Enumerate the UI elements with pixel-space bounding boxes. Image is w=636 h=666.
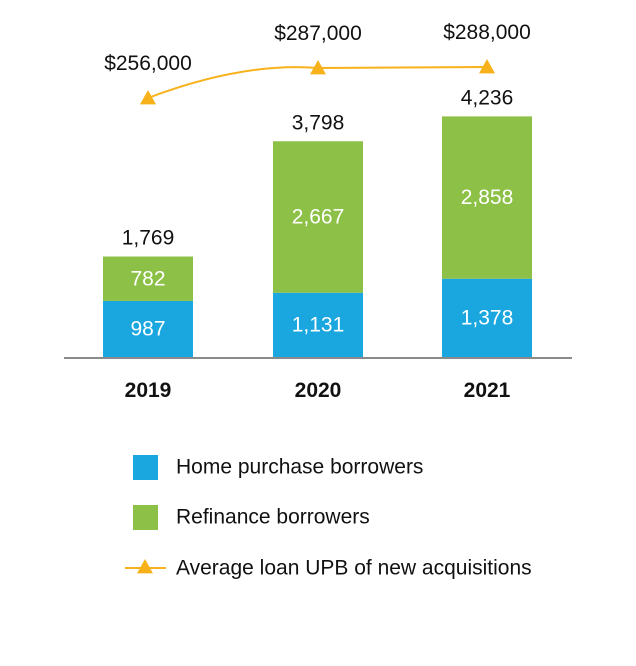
bar-value-label-home-purchase-2021: 1,378: [461, 306, 514, 329]
legend-swatch-home-purchase: [133, 455, 158, 480]
bar-value-label-refinance-2020: 2,667: [292, 206, 345, 229]
avg-upb-label-2021: $288,000: [443, 21, 531, 44]
bar-value-label-refinance-2021: 2,858: [461, 186, 514, 209]
x-tick-label-2020: 2020: [295, 379, 342, 402]
avg-upb-line: [147, 66, 488, 99]
bar-value-label-home-purchase-2019: 987: [130, 318, 165, 341]
legend-label-home-purchase: Home purchase borrowers: [176, 456, 423, 479]
bar-refinance-2019: [103, 256, 193, 301]
legend-label-refinance: Refinance borrowers: [176, 506, 370, 529]
total-labels: 1,769 3,798 4,236: [122, 86, 514, 249]
avg-upb-marker-2020: [310, 60, 326, 75]
legend: Home purchase borrowers Refinance borrowe…: [125, 455, 532, 580]
total-label-2020: 3,798: [292, 111, 345, 134]
x-tick-label-2019: 2019: [125, 379, 172, 402]
total-label-2021: 4,236: [461, 86, 514, 109]
avg-upb-marker-2021: [479, 59, 495, 74]
bar-home-purchase-2020: [273, 292, 363, 357]
legend-label-avg-upb: Average loan UPB of new acquisitions: [176, 557, 532, 580]
avg-upb-line-group: $256,000 $287,000 $288,000: [104, 21, 531, 105]
bar-home-purchase-2021: [442, 278, 532, 357]
avg-upb-label-2020: $287,000: [274, 22, 362, 45]
legend-marker-avg-upb: [137, 559, 153, 574]
bar-refinance-2020: [273, 141, 363, 293]
bar-value-label-home-purchase-2020: 1,131: [292, 313, 345, 336]
x-axis-ticks: 2019 2020 2021: [125, 379, 511, 402]
bar-refinance-2021: [442, 116, 532, 279]
bars-group: 987 782 1,131 2,667 1,378 2,858: [103, 116, 532, 357]
legend-swatch-refinance: [133, 505, 158, 530]
total-label-2019: 1,769: [122, 227, 175, 250]
bar-home-purchase-2019: [103, 300, 193, 357]
x-tick-label-2021: 2021: [464, 379, 511, 402]
avg-upb-marker-2019: [140, 90, 156, 105]
bar-value-label-refinance-2019: 782: [130, 267, 165, 290]
avg-upb-label-2019: $256,000: [104, 52, 192, 75]
